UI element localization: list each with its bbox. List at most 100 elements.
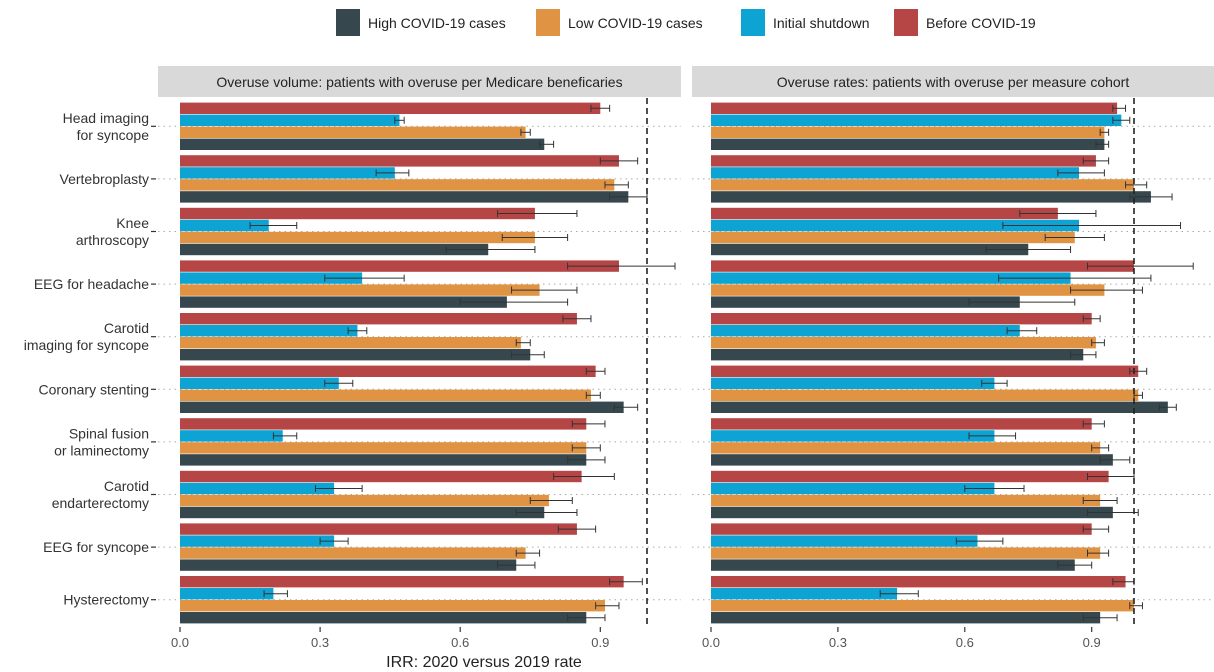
- bar-low-covid-19-cases: [180, 389, 591, 401]
- bar-before-covid-19: [711, 418, 1092, 430]
- error-bar: [1082, 525, 1110, 533]
- bar-initial-shutdown: [180, 167, 395, 179]
- error-bar: [1158, 403, 1177, 411]
- bar-low-covid-19-cases: [711, 389, 1139, 401]
- bar-initial-shutdown: [711, 272, 1071, 284]
- error-bar: [539, 140, 555, 148]
- bar-initial-shutdown: [711, 114, 1122, 126]
- error-bar: [445, 246, 536, 253]
- error-bar: [553, 473, 615, 480]
- bar-low-covid-19-cases: [180, 337, 521, 349]
- bar-initial-shutdown: [711, 430, 995, 442]
- bar-before-covid-19: [711, 207, 1058, 220]
- error-bar: [1091, 339, 1105, 347]
- legend: High COVID-19 cases Low COVID-19 cases Ini…: [336, 9, 1036, 36]
- bar-initial-shutdown: [711, 482, 995, 495]
- category-label-line: Knee: [116, 215, 149, 231]
- error-bar: [964, 485, 1025, 492]
- bar-initial-shutdown: [711, 167, 1080, 179]
- x-tick-label: 0.9: [1083, 635, 1101, 650]
- error-bar: [585, 367, 606, 375]
- bar-before-covid-19: [180, 207, 535, 220]
- category-label-eeg-for-headache: EEG for headache: [34, 276, 156, 292]
- bar-before-covid-19: [711, 313, 1092, 325]
- error-bar: [1112, 104, 1127, 112]
- error-bar: [1044, 234, 1105, 241]
- bar-high-covid-19-cases: [180, 243, 489, 256]
- category-label-line: or laminectomy: [54, 442, 149, 458]
- error-bar: [1057, 561, 1093, 569]
- category-label-line: Carotid: [104, 478, 149, 494]
- error-bar: [571, 444, 601, 452]
- error-bar: [515, 339, 531, 347]
- x-axis-title: IRR: 2020 versus 2019 rate: [386, 654, 582, 671]
- error-bar: [501, 234, 569, 241]
- error-bar: [324, 274, 405, 282]
- error-bar: [1082, 420, 1105, 428]
- legend-swatch: [894, 9, 918, 36]
- error-bar: [511, 351, 545, 359]
- panel-title: Overuse volume: patients with overuse pe…: [216, 74, 622, 90]
- error-bar: [590, 104, 611, 112]
- legend-swatch: [536, 9, 560, 36]
- category-label-hysterectomy: Hysterectomy: [63, 592, 156, 608]
- error-bar: [1125, 181, 1148, 189]
- panel-1: Overuse volume: patients with overuse pe…: [158, 66, 681, 650]
- panel-strip: [692, 66, 1214, 97]
- error-bar: [249, 222, 298, 229]
- bar-low-covid-19-cases: [180, 442, 587, 454]
- category-label-line: Carotid: [104, 320, 149, 336]
- error-bar: [562, 315, 592, 323]
- error-bar: [1057, 169, 1105, 177]
- bar-initial-shutdown: [180, 430, 283, 442]
- error-bar: [263, 590, 288, 598]
- error-bar: [1002, 222, 1182, 229]
- legend-label: Low COVID-19 cases: [568, 15, 703, 31]
- bar-before-covid-19: [180, 365, 596, 377]
- bar-before-covid-19: [711, 260, 1134, 272]
- x-tick-label: 0.9: [591, 635, 609, 650]
- bar-before-covid-19: [180, 102, 601, 114]
- error-bar: [985, 246, 1072, 253]
- error-bar: [595, 602, 620, 610]
- error-bar: [515, 509, 578, 516]
- error-bar: [1082, 315, 1101, 323]
- category-label-coronary-stenting: Coronary stenting: [38, 381, 156, 397]
- error-bar: [998, 274, 1152, 282]
- bar-before-covid-19: [711, 365, 1139, 377]
- error-bar: [1091, 444, 1110, 452]
- error-bar: [1086, 262, 1194, 270]
- legend-label: High COVID-19 cases: [368, 15, 506, 31]
- bar-initial-shutdown: [711, 588, 898, 600]
- bar-high-covid-19-cases: [711, 191, 1151, 203]
- bar-initial-shutdown: [180, 272, 363, 284]
- x-tick-label: 0.3: [829, 635, 847, 650]
- bar-before-covid-19: [711, 470, 1109, 483]
- panels: Overuse volume: patients with overuse pe…: [158, 66, 1214, 650]
- legend-swatch: [336, 9, 360, 36]
- error-bar: [968, 298, 1076, 306]
- bar-before-covid-19: [180, 313, 577, 325]
- bar-high-covid-19-cases: [711, 296, 1020, 308]
- panel-strip: [158, 66, 681, 97]
- bar-low-covid-19-cases: [180, 231, 535, 244]
- error-bar: [1006, 327, 1038, 335]
- error-bar: [1070, 286, 1143, 294]
- legend-swatch: [741, 9, 765, 36]
- bar-high-covid-19-cases: [711, 138, 1105, 150]
- bar-before-covid-19: [180, 418, 587, 430]
- error-bar: [324, 379, 354, 387]
- bar-before-covid-19: [180, 260, 619, 272]
- error-bar: [459, 298, 569, 306]
- bar-before-covid-19: [180, 470, 582, 483]
- bar-initial-shutdown: [711, 535, 978, 547]
- bar-low-covid-19-cases: [711, 442, 1101, 454]
- error-bar: [879, 590, 919, 598]
- bar-initial-shutdown: [180, 377, 339, 389]
- bar-initial-shutdown: [711, 219, 1080, 232]
- error-bar: [613, 403, 639, 411]
